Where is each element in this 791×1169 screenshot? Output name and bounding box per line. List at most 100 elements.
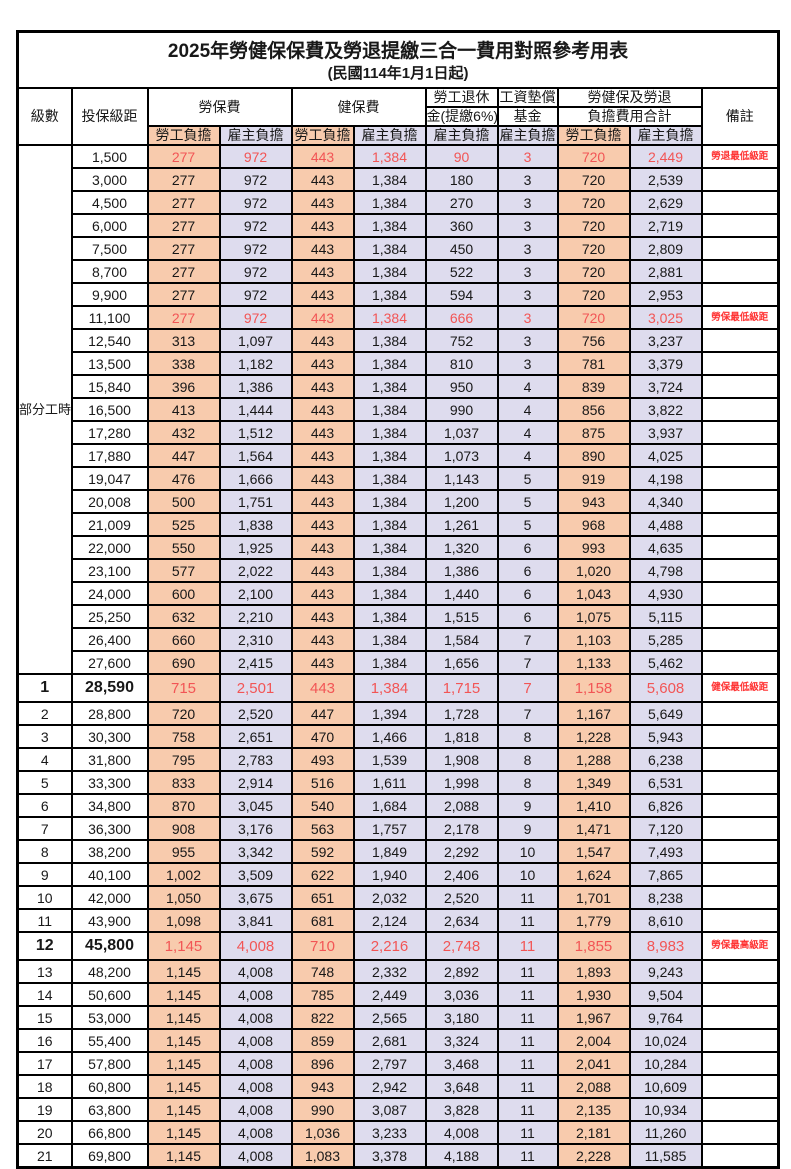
value-labor-worker: 660	[146, 627, 221, 652]
value-total-employer: 3,822	[628, 397, 703, 422]
bracket-cell: 17,880	[70, 443, 149, 468]
bracket-cell: 30,300	[70, 724, 149, 749]
table-row: 10 42,000 1,050 3,675 651 2,032 2,520 11 1,701 8,…	[16, 885, 780, 910]
value-health-worker: 516	[290, 770, 355, 795]
value-total-worker: 875	[556, 420, 631, 445]
table-row: 15,840 396 1,386 443 1,384 950 4 839 3,724	[18, 374, 780, 399]
value-wage-fund-employer: 11	[496, 1005, 559, 1030]
value-health-employer: 1,384	[352, 374, 427, 399]
level-cell: 8	[16, 839, 73, 864]
value-health-employer: 1,384	[352, 512, 427, 537]
value-health-employer: 1,384	[352, 282, 427, 307]
subheader-total-employer: 雇主負擔	[628, 125, 703, 146]
remark-cell: 勞保最低級距	[700, 305, 780, 330]
value-total-worker: 720	[556, 259, 631, 284]
value-health-worker: 651	[290, 885, 355, 910]
value-pension-employer: 1,037	[424, 420, 499, 445]
value-health-worker: 443	[290, 512, 355, 537]
table-row: 18 60,800 1,145 4,008 943 2,942 3,648 11 2,088 10…	[16, 1074, 780, 1099]
value-health-worker: 622	[290, 862, 355, 887]
level-group-part-time: 部分工時	[16, 144, 73, 675]
table-row: 16 55,400 1,145 4,008 859 2,681 3,324 11 2,004 10…	[16, 1028, 780, 1053]
value-labor-worker: 720	[146, 701, 221, 726]
value-health-worker: 443	[290, 466, 355, 491]
value-labor-worker: 690	[146, 650, 221, 675]
bracket-cell: 31,800	[70, 747, 149, 772]
value-total-employer: 5,462	[628, 650, 703, 675]
table-row: 3 30,300 758 2,651 470 1,466 1,818 8 1,228 5,943	[16, 724, 780, 749]
value-labor-employer: 972	[218, 213, 293, 238]
value-total-employer: 3,025	[628, 305, 703, 330]
value-pension-employer: 1,908	[424, 747, 499, 772]
value-labor-worker: 795	[146, 747, 221, 772]
value-labor-employer: 4,008	[218, 931, 293, 961]
value-pension-employer: 810	[424, 351, 499, 376]
bracket-cell: 13,500	[70, 351, 149, 376]
value-labor-employer: 2,415	[218, 650, 293, 675]
value-pension-employer: 950	[424, 374, 499, 399]
value-pension-employer: 2,892	[424, 959, 499, 984]
value-labor-worker: 833	[146, 770, 221, 795]
value-pension-employer: 360	[424, 213, 499, 238]
value-labor-worker: 277	[146, 305, 221, 330]
value-health-worker: 592	[290, 839, 355, 864]
value-wage-fund-employer: 7	[496, 650, 559, 675]
value-pension-employer: 1,656	[424, 650, 499, 675]
value-labor-worker: 1,145	[146, 1097, 221, 1122]
value-pension-employer: 3,324	[424, 1028, 499, 1053]
page-title: 2025年勞健保保費及勞退提繳三合一費用對照參考用表	[167, 40, 629, 62]
remark-cell	[700, 282, 780, 307]
level-cell: 3	[16, 724, 73, 749]
value-health-worker: 1,083	[290, 1143, 355, 1169]
value-health-employer: 1,384	[352, 673, 427, 703]
value-total-worker: 1,930	[556, 982, 631, 1007]
col-header-level: 級數	[16, 87, 73, 146]
bracket-cell: 4,500	[70, 190, 149, 215]
value-labor-worker: 500	[146, 489, 221, 514]
value-health-employer: 1,384	[352, 167, 427, 192]
remark-cell	[700, 793, 780, 818]
col-header-wage-fund-line1: 工資墊償	[496, 87, 559, 108]
remark-cell	[700, 1097, 780, 1122]
table-row: 21,009 525 1,838 443 1,384 1,261 5 968 4,488	[18, 512, 780, 537]
value-health-worker: 443	[290, 489, 355, 514]
header-row-3: 勞工負擔 雇主負擔 勞工負擔 雇主負擔 雇主負擔 雇主負擔 勞工負擔 雇主負擔	[18, 125, 779, 146]
value-labor-worker: 1,145	[146, 1074, 221, 1099]
value-health-employer: 1,384	[352, 213, 427, 238]
value-pension-employer: 450	[424, 236, 499, 261]
value-wage-fund-employer: 11	[496, 908, 559, 933]
value-labor-employer: 4,008	[218, 1097, 293, 1122]
value-pension-employer: 1,584	[424, 627, 499, 652]
value-pension-employer: 990	[424, 397, 499, 422]
col-header-wage-fund-line2: 基金	[496, 106, 559, 127]
value-total-employer: 7,493	[628, 839, 703, 864]
value-labor-worker: 632	[146, 604, 221, 629]
level-cell: 9	[16, 862, 73, 887]
value-wage-fund-employer: 4	[496, 420, 559, 445]
value-health-worker: 859	[290, 1028, 355, 1053]
value-labor-worker: 447	[146, 443, 221, 468]
value-wage-fund-employer: 3	[496, 190, 559, 215]
table-row: 13,500 338 1,182 443 1,384 810 3 781 3,379	[18, 351, 780, 376]
remark-cell	[700, 512, 780, 537]
value-wage-fund-employer: 3	[496, 305, 559, 330]
value-wage-fund-employer: 5	[496, 489, 559, 514]
value-labor-employer: 3,675	[218, 885, 293, 910]
level-cell: 15	[16, 1005, 73, 1030]
remark-cell	[700, 374, 780, 399]
header-row-1: 級數 投保級距 勞保費 健保費 勞工退休 工資墊償 勞健保及勞退 備註	[16, 87, 780, 146]
remark-cell	[700, 466, 780, 491]
value-labor-employer: 1,097	[218, 328, 293, 353]
table-row: 24,000 600 2,100 443 1,384 1,440 6 1,043 4,930	[18, 581, 780, 606]
value-total-employer: 4,198	[628, 466, 703, 491]
remark-cell	[700, 1005, 780, 1030]
value-total-worker: 720	[556, 236, 631, 261]
bracket-cell: 28,800	[70, 701, 149, 726]
bracket-cell: 66,800	[70, 1120, 149, 1145]
value-labor-worker: 525	[146, 512, 221, 537]
value-health-employer: 1,757	[352, 816, 427, 841]
value-pension-employer: 2,088	[424, 793, 499, 818]
value-health-employer: 1,384	[352, 535, 427, 560]
value-health-worker: 1,036	[290, 1120, 355, 1145]
